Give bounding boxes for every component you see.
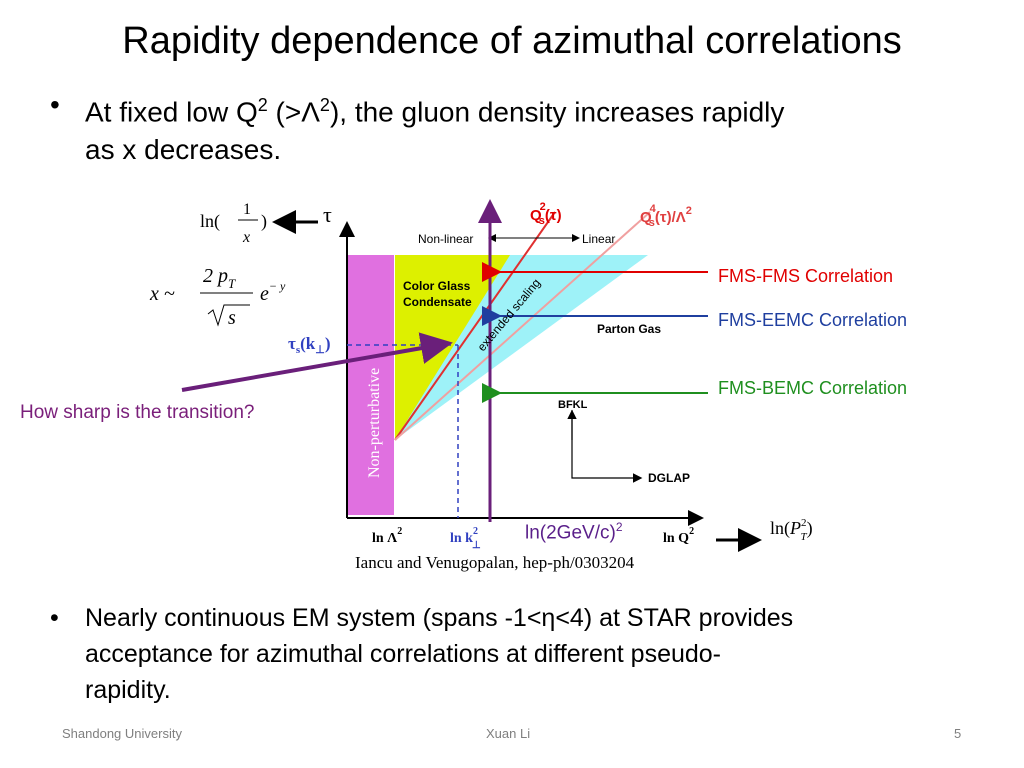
- slide-title: Rapidity dependence of azimuthal correla…: [122, 20, 902, 62]
- svg-text:2 pT: 2 pT: [203, 265, 236, 291]
- footer-institution: Shandong University: [62, 726, 182, 741]
- ln-q-label: ln Q2: [663, 526, 694, 546]
- svg-text:e− y: e− y: [260, 279, 286, 305]
- parton-gas-label: Parton Gas: [597, 322, 661, 336]
- page-number: 5: [954, 726, 962, 741]
- fms-fms-label: FMS-FMS Correlation: [718, 266, 894, 286]
- non-perturbative-region: [347, 255, 394, 515]
- ln2gev-label: ln(2GeV/c)2: [525, 520, 623, 544]
- fms-bemc-label: FMS-BEMC Correlation: [718, 378, 908, 398]
- svg-text:ln(: ln(: [200, 211, 220, 232]
- cgc-label-2: Condensate: [403, 295, 472, 309]
- linear-label: Linear: [582, 232, 615, 246]
- dglap-label: DGLAP: [648, 471, 690, 485]
- transition-question: How sharp is the transition?: [20, 402, 255, 423]
- bfkl-label: BFKL: [558, 399, 588, 411]
- svg-text:x: x: [242, 229, 250, 246]
- ln-pt2-formula: ln(P2 T): [770, 517, 813, 543]
- non-perturbative-label: Non-perturbative: [366, 368, 383, 478]
- fms-eemc-label: FMS-EEMC Correlation: [718, 310, 908, 330]
- bullet-dot: •: [50, 604, 59, 632]
- svg-text:): ): [261, 211, 267, 232]
- footer-author: Xuan Li: [486, 726, 531, 741]
- x-approx-formula: x ~ 2 pT s e− y: [149, 265, 286, 329]
- qs4-line: [394, 211, 651, 441]
- tau-s-label: τs(k⊥): [288, 334, 331, 356]
- ln-one-over-x-formula: ln( 1 x ): [200, 201, 267, 246]
- transition-arrow: [181, 332, 453, 392]
- ln-lambda-label: ln Λ2: [372, 526, 402, 546]
- tau-axis-label: τ: [323, 202, 332, 227]
- ln-k-label: ln k2 ⊥: [450, 526, 481, 551]
- qs2-line: [394, 211, 556, 441]
- qs2-label: Q2 s(τ): [530, 201, 562, 227]
- bfkl-dglap-arrow: [571, 410, 643, 483]
- svg-text:s: s: [228, 307, 236, 329]
- bullet-text: Nearly continuous EM system (spans -1<η<…: [85, 604, 794, 704]
- bullet-dot: •: [50, 89, 60, 120]
- svg-text:x ~: x ~: [149, 283, 175, 305]
- qs4-label: Q4 s(τ)/Λ2: [640, 203, 692, 229]
- reference-credit: Iancu and Venugopalan, hep-ph/0303204: [355, 553, 635, 572]
- cgc-label-1: Color Glass: [403, 279, 471, 293]
- svg-text:1: 1: [243, 201, 251, 218]
- bullet-text: At fixed low Q2 (>Λ2), the gluon density…: [85, 95, 785, 166]
- non-linear-label: Non-linear: [418, 232, 473, 246]
